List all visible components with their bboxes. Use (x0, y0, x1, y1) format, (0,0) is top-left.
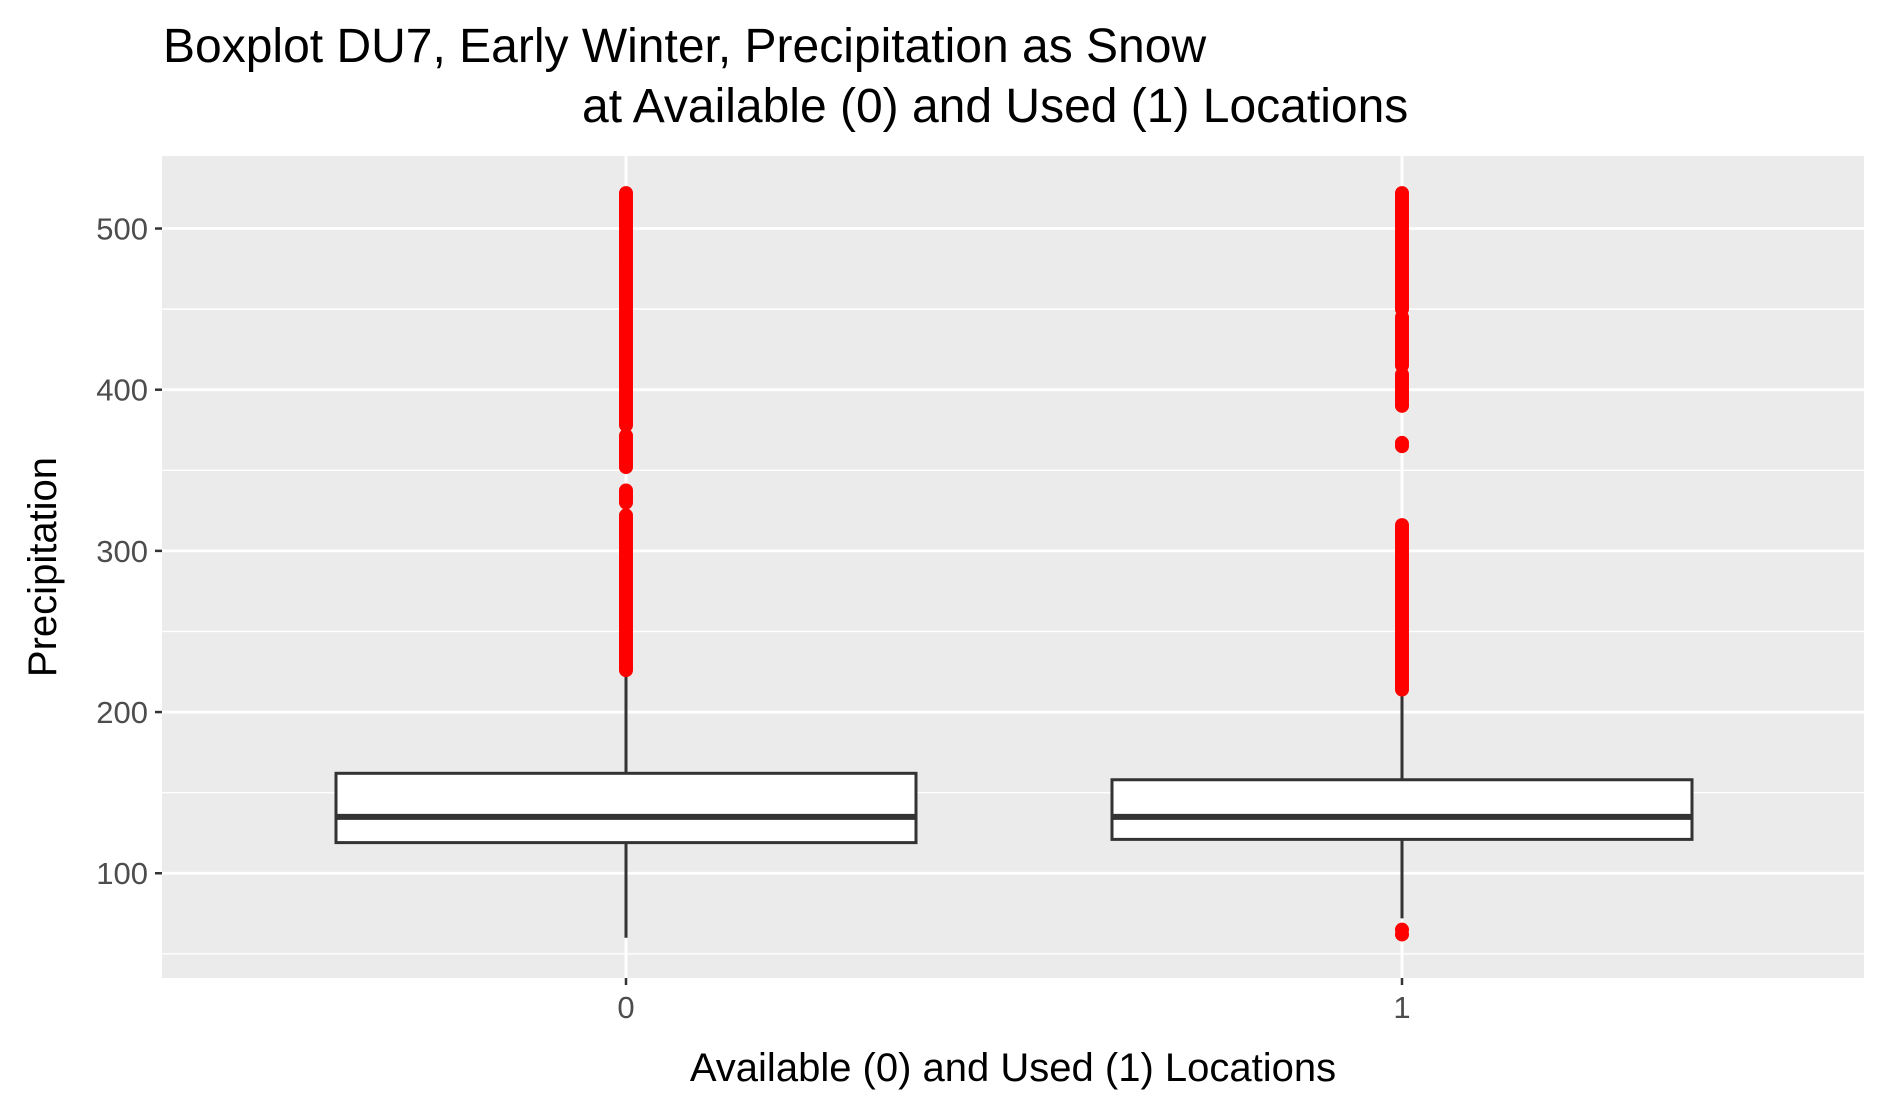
y-tick-label: 300 (96, 534, 148, 569)
chart-title: Boxplot DU7, Early Winter, Precipitation… (163, 20, 1408, 133)
box-1 (1110, 691, 1694, 919)
outlier-point-0 (619, 186, 633, 201)
y-tick-label: 500 (96, 212, 148, 247)
iqr-box (1110, 778, 1694, 841)
outlier-point-1 (1395, 518, 1409, 533)
y-axis: 100 200 300 400 500 (96, 212, 162, 891)
plot-panel (162, 156, 1864, 978)
outlier-point-1 (1395, 186, 1409, 201)
x-tick-label: 0 (617, 990, 634, 1025)
outlier-point-1 (1395, 435, 1409, 450)
y-tick-label: 200 (96, 695, 148, 730)
outlier-point-0 (619, 428, 633, 443)
y-tick-label: 400 (96, 373, 148, 408)
x-tick-label: 1 (1393, 990, 1410, 1025)
outlier-points (619, 186, 1409, 942)
y-axis-title: Precipitation (21, 457, 65, 677)
chart-title-line-1: Boxplot DU7, Early Winter, Precipitation… (163, 20, 1206, 73)
outlier-point-1 (1395, 922, 1409, 937)
box-0 (334, 671, 918, 938)
y-tick-label: 100 (96, 856, 148, 891)
x-axis-title: Available (0) and Used (1) Locations (690, 1046, 1336, 1090)
outlier-point-0 (619, 508, 633, 523)
chart-title-line-2: at Available (0) and Used (1) Locations (582, 80, 1408, 133)
outlier-point-0 (619, 483, 633, 498)
iqr-box (334, 771, 918, 845)
boxes (334, 671, 1694, 938)
